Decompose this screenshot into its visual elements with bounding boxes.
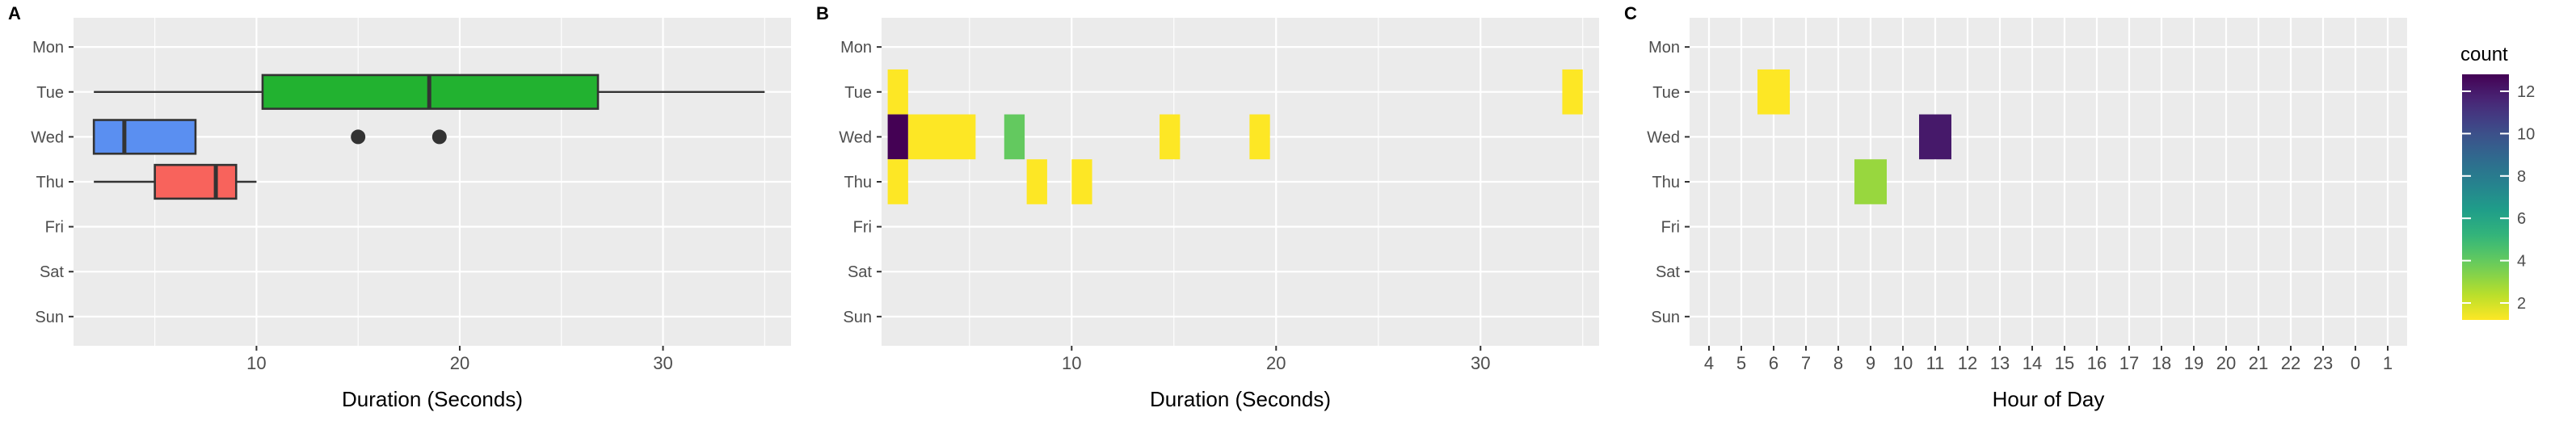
x-tick-label: 10	[246, 353, 266, 373]
heatmap-tile	[1757, 69, 1790, 115]
y-tick-label: Thu	[1652, 174, 1680, 191]
x-tick-label: 7	[1801, 353, 1811, 373]
legend-tick-label: 2	[2517, 295, 2526, 313]
x-tick-label: 17	[2119, 353, 2139, 373]
y-tick-label: Sun	[843, 309, 872, 326]
heatmap-tile	[1249, 114, 1270, 160]
legend-colorbar	[2462, 74, 2509, 320]
x-tick-label: 16	[2087, 353, 2107, 373]
box-outlier-point	[351, 129, 366, 145]
panel-c-x-axis: 4 5 6 7 8 9 10 11 12 13 14 15 16 17 18 19 20 21 22 23 0 1	[1704, 346, 2393, 373]
y-tick-label: Fri	[853, 219, 872, 237]
panel-c-marks	[1757, 69, 1951, 204]
panel-b: B Mon Tue Wed Thu Fri Sat Sun 10 20 30 Duration …	[816, 3, 1599, 411]
x-tick-label: 9	[1866, 353, 1875, 373]
y-tick-label: Sat	[40, 263, 64, 281]
x-tick-label: 8	[1833, 353, 1843, 373]
y-tick-label: Wed	[31, 128, 64, 146]
panel-a-x-axis-title: Duration (Seconds)	[342, 387, 523, 411]
panel-b-y-axis: Mon Tue Wed Thu Fri Sat Sun	[839, 39, 882, 326]
y-tick-label: Sun	[35, 309, 64, 326]
y-tick-label: Mon	[1648, 39, 1680, 57]
x-tick-label: 22	[2281, 353, 2300, 373]
heatmap-tile	[1919, 114, 1951, 160]
panel-c-grid	[1690, 18, 2407, 346]
x-tick-label: 11	[1926, 353, 1945, 373]
x-tick-label: 19	[2184, 353, 2203, 373]
legend-tick-label: 6	[2517, 210, 2526, 228]
panel-b-x-axis: 10 20 30	[1062, 346, 1491, 373]
y-tick-label: Fri	[45, 219, 64, 237]
y-tick-label: Wed	[839, 128, 872, 146]
heatmap-tile	[887, 114, 908, 160]
x-tick-label: 20	[1266, 353, 1286, 373]
y-tick-label: Wed	[1647, 128, 1680, 146]
x-tick-label: 14	[2022, 353, 2042, 373]
box-outlier-point	[431, 129, 447, 145]
x-tick-label: 10	[1062, 353, 1081, 373]
panel-a-label: A	[8, 3, 21, 23]
heatmap-tile	[1071, 159, 1092, 204]
x-tick-label: 20	[450, 353, 469, 373]
legend-tick-label: 8	[2517, 168, 2526, 186]
y-tick-label: Mon	[32, 39, 64, 57]
y-tick-label: Sat	[1656, 263, 1680, 281]
x-tick-label: 6	[1769, 353, 1778, 373]
y-tick-label: Sat	[848, 263, 872, 281]
heatmap-tile	[887, 69, 908, 115]
panel-b-grid	[882, 18, 1599, 346]
x-tick-label: 15	[2055, 353, 2074, 373]
y-tick-label: Tue	[1652, 84, 1680, 102]
x-tick-label: 23	[2313, 353, 2333, 373]
panel-b-marks	[887, 69, 1583, 204]
x-tick-label: 30	[653, 353, 672, 373]
heatmap-tile	[1026, 159, 1047, 204]
heatmap-tile	[907, 114, 976, 160]
panel-c-label: C	[1624, 3, 1637, 23]
heatmap-tile	[1854, 159, 1887, 204]
legend-tick-label: 10	[2517, 125, 2535, 143]
y-tick-label: Thu	[36, 174, 64, 191]
x-tick-label: 5	[1736, 353, 1746, 373]
y-tick-label: Fri	[1661, 219, 1680, 237]
x-tick-label: 30	[1471, 353, 1490, 373]
y-tick-label: Thu	[844, 174, 872, 191]
heatmap-tile	[887, 159, 908, 204]
panel-a-x-axis: 10 20 30	[246, 346, 673, 373]
x-tick-label: 4	[1704, 353, 1714, 373]
panel-c-x-axis-title: Hour of Day	[1993, 387, 2105, 411]
x-tick-label: 12	[1958, 353, 1977, 373]
y-tick-label: Tue	[36, 84, 64, 102]
x-tick-label: 1	[2383, 353, 2393, 373]
heatmap-tile	[1562, 69, 1583, 115]
x-tick-label: 21	[2249, 353, 2268, 373]
y-tick-label: Sun	[1651, 309, 1680, 326]
legend-ticks: 2 4 6 8 10 12	[2462, 83, 2535, 313]
x-tick-label: 0	[2351, 353, 2360, 373]
y-tick-label: Mon	[840, 39, 872, 57]
x-tick-label: 13	[1990, 353, 2010, 373]
color-legend: count 2 4 6 8 10 12	[2460, 44, 2535, 320]
x-tick-label: 18	[2152, 353, 2171, 373]
panel-a-y-axis: Mon Tue Wed Thu Fri Sat Sun	[31, 39, 74, 326]
heatmap-tile	[1004, 114, 1025, 160]
x-tick-label: 20	[2216, 353, 2236, 373]
panel-b-label: B	[816, 3, 829, 23]
panel-c-y-axis: Mon Tue Wed Thu Fri Sat Sun	[1647, 39, 1690, 326]
y-tick-label: Tue	[844, 84, 872, 102]
panel-b-x-axis-title: Duration (Seconds)	[1150, 387, 1331, 411]
heatmap-tile	[1160, 114, 1181, 160]
x-tick-label: 10	[1893, 353, 1913, 373]
legend-tick-label: 12	[2517, 83, 2535, 101]
box-iqr	[92, 119, 197, 155]
legend-title: count	[2460, 44, 2508, 65]
panel-a: A Mon Tue Wed Thu Fri Sat Sun 10 20 30 Duration …	[8, 3, 791, 411]
panel-a-marks	[92, 74, 765, 200]
box-iqr	[154, 163, 238, 200]
legend-tick-label: 4	[2517, 253, 2526, 271]
